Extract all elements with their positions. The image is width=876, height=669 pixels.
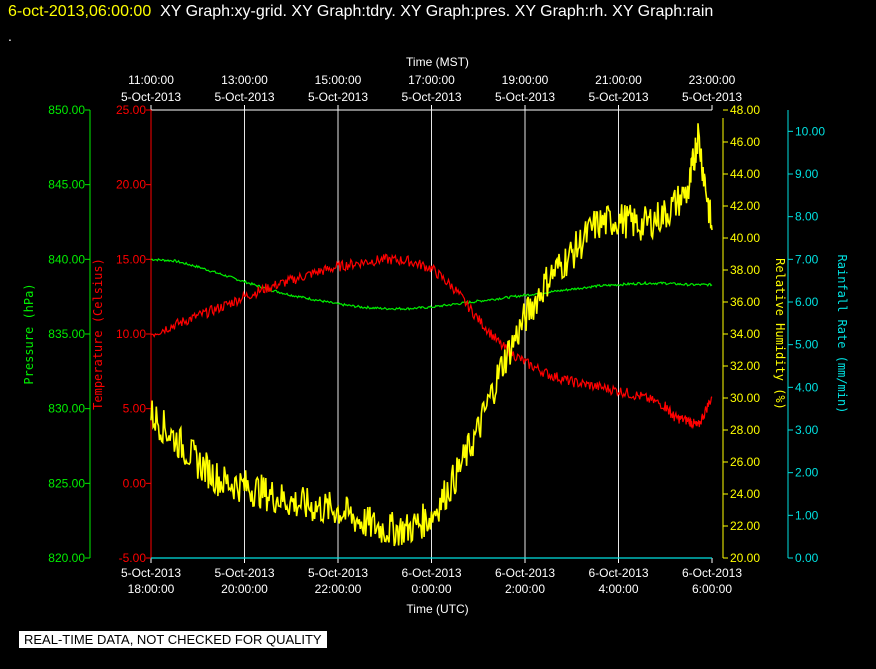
temperature-tick-label: 5.00 — [123, 402, 147, 416]
x-top-tick-date: 5-Oct-2013 — [121, 90, 181, 104]
humidity-tick-label: 26.00 — [730, 455, 760, 469]
x-top-tick-time: 23:00:00 — [689, 73, 736, 87]
humidity-tick-label: 32.00 — [730, 359, 760, 373]
rain-tick-label: 8.00 — [795, 210, 819, 224]
humidity-tick-label: 24.00 — [730, 487, 760, 501]
x-bottom-tick-date: 5-Oct-2013 — [214, 566, 274, 580]
x-bottom-axis-label: Time (UTC) — [406, 602, 468, 616]
x-top-tick-time: 21:00:00 — [595, 73, 642, 87]
humidity-tick-label: 22.00 — [730, 519, 760, 533]
rain-tick-label: 4.00 — [795, 380, 819, 394]
temperature-axis-label: Temperature (Celsius) — [91, 258, 105, 410]
x-bottom-tick-date: 6-Oct-2013 — [588, 566, 648, 580]
rain-tick-label: 10.00 — [795, 124, 825, 138]
x-bottom-tick-date: 6-Oct-2013 — [682, 566, 742, 580]
x-top-tick-time: 11:00:00 — [128, 73, 174, 87]
rain-tick-label: 3.00 — [795, 423, 819, 437]
rain-axis-label: Rainfall Rate (mm/min) — [835, 255, 849, 414]
humidity-tick-label: 20.00 — [730, 551, 760, 565]
x-top-tick-time: 19:00:00 — [502, 73, 549, 87]
x-top-axis-label: Time (MST) — [406, 55, 469, 69]
rain-tick-label: 1.00 — [795, 508, 819, 522]
quality-notice: REAL-TIME DATA, NOT CHECKED FOR QUALITY — [19, 631, 327, 648]
humidity-series-line — [150, 123, 713, 547]
grid — [244, 110, 619, 558]
x-top-tick-time: 17:00:00 — [408, 73, 455, 87]
humidity-tick-label: 46.00 — [730, 135, 760, 149]
humidity-axis-label: Relative Humidity (%) — [773, 258, 787, 410]
pressure-series-line — [150, 258, 713, 311]
temperature-tick-label: 0.00 — [123, 476, 147, 490]
rain-tick-label: 2.00 — [795, 466, 819, 480]
pressure-tick-label: 845.00 — [48, 178, 85, 192]
pressure-tick-label: 825.00 — [48, 476, 85, 490]
humidity-tick-label: 34.00 — [730, 327, 760, 341]
axes — [85, 105, 793, 563]
series-layer — [150, 123, 713, 559]
graph-titles: XY Graph:xy-grid. XY Graph:tdry. XY Grap… — [160, 3, 714, 20]
x-bottom-tick-date: 5-Oct-2013 — [121, 566, 181, 580]
pressure-tick-label: 820.00 — [48, 551, 85, 565]
pressure-axis-label: Pressure (hPa) — [22, 283, 36, 384]
rain-tick-label: 0.00 — [795, 551, 819, 565]
humidity-tick-label: 36.00 — [730, 295, 760, 309]
humidity-tick-label: 28.00 — [730, 423, 760, 437]
humidity-tick-label: 42.00 — [730, 199, 760, 213]
x-bottom-tick-date: 6-Oct-2013 — [495, 566, 555, 580]
x-bottom-tick-time: 0:00:00 — [411, 582, 451, 596]
x-top-tick-date: 5-Oct-2013 — [308, 90, 368, 104]
temperature-tick-label: -5.00 — [119, 551, 147, 565]
rain-tick-label: 6.00 — [795, 295, 819, 309]
x-bottom-tick-time: 18:00:00 — [128, 582, 175, 596]
humidity-tick-label: 38.00 — [730, 263, 760, 277]
x-top-tick-time: 13:00:00 — [221, 73, 268, 87]
temperature-tick-label: 15.00 — [116, 252, 146, 266]
x-bottom-tick-time: 2:00:00 — [505, 582, 545, 596]
x-bottom-tick-time: 6:00:00 — [692, 582, 732, 596]
humidity-tick-label: 40.00 — [730, 231, 760, 245]
humidity-tick-label: 48.00 — [730, 103, 760, 117]
x-bottom-tick-time: 22:00:00 — [315, 582, 362, 596]
timestamp: 6-oct-2013,06:00:00 — [8, 3, 152, 20]
x-top-tick-time: 15:00:00 — [315, 73, 362, 87]
x-bottom-tick-date: 6-Oct-2013 — [401, 566, 461, 580]
x-bottom-tick-date: 5-Oct-2013 — [308, 566, 368, 580]
x-bottom-tick-time: 4:00:00 — [598, 582, 638, 596]
header-dot: . — [8, 28, 12, 44]
x-top-tick-date: 5-Oct-2013 — [495, 90, 555, 104]
x-top-tick-date: 5-Oct-2013 — [588, 90, 648, 104]
temperature-tick-label: 25.00 — [116, 103, 146, 117]
pressure-tick-label: 830.00 — [48, 402, 85, 416]
rain-tick-label: 9.00 — [795, 167, 819, 181]
x-top-tick-date: 5-Oct-2013 — [682, 90, 742, 104]
pressure-tick-label: 840.00 — [48, 252, 85, 266]
humidity-tick-label: 30.00 — [730, 391, 760, 405]
humidity-tick-label: 44.00 — [730, 167, 760, 181]
rain-tick-label: 7.00 — [795, 252, 819, 266]
temperature-series-line — [150, 253, 713, 430]
x-top-tick-date: 5-Oct-2013 — [401, 90, 461, 104]
temperature-tick-label: 20.00 — [116, 178, 146, 192]
pressure-tick-label: 850.00 — [48, 103, 85, 117]
window-title-bar: 6-oct-2013,06:00:00 XY Graph:xy-grid. XY… — [8, 3, 713, 21]
temperature-tick-label: 10.00 — [116, 327, 146, 341]
x-top-tick-date: 5-Oct-2013 — [214, 90, 274, 104]
pressure-tick-label: 835.00 — [48, 327, 85, 341]
rain-tick-label: 5.00 — [795, 338, 819, 352]
labels: 5-Oct-2013 18:00:00 5-Oct-2013 20:00:00 5-Oc… — [22, 55, 849, 616]
x-bottom-tick-time: 20:00:00 — [221, 582, 268, 596]
